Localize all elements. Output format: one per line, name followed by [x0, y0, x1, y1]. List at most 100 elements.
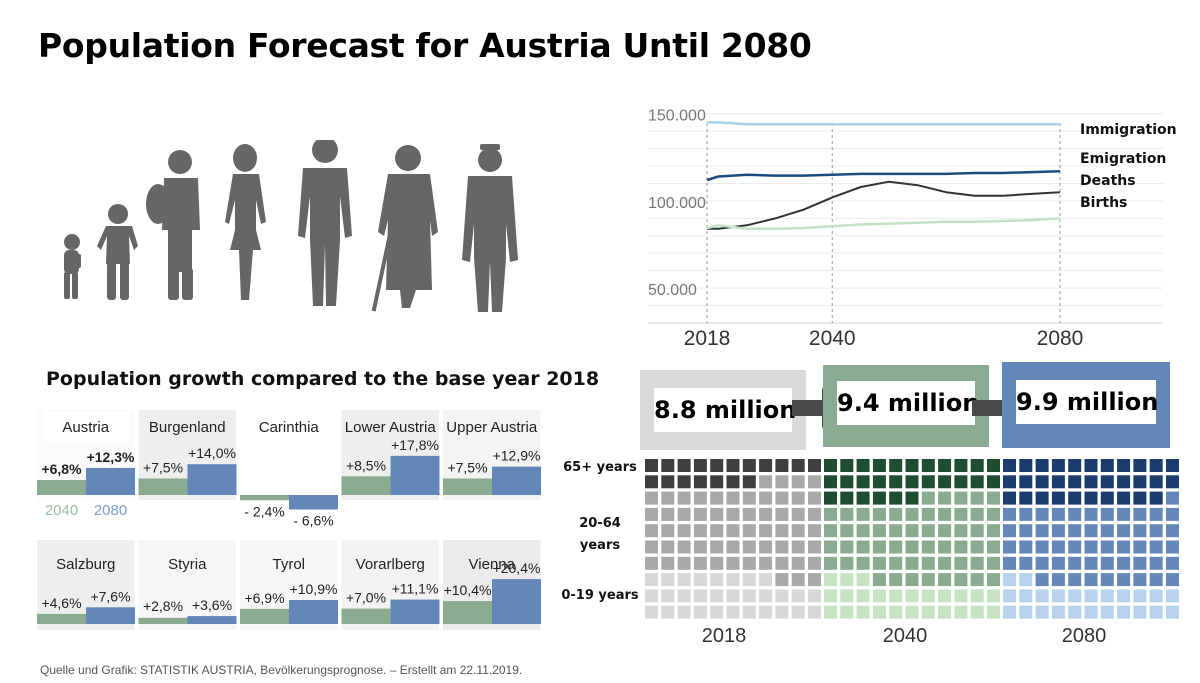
waffle-cell [808, 540, 821, 554]
waffle-cell [1166, 459, 1179, 472]
waffle-year-2040: 2040 [882, 625, 928, 647]
waffle-cell [1133, 605, 1147, 619]
waffle-cell [1003, 540, 1016, 554]
waffle-cell [710, 540, 724, 554]
waffle-cell [921, 507, 935, 521]
waffle-cell [791, 589, 805, 603]
waffle-cell [954, 491, 968, 505]
waffle-cell [791, 459, 805, 472]
waffle-cell [1084, 491, 1098, 505]
waffle-cell [1051, 556, 1065, 570]
waffle-cell [1084, 556, 1098, 570]
waffle-cell [954, 605, 968, 619]
waffle-cell [1117, 491, 1131, 505]
waffle-cell [987, 475, 1000, 489]
waffle-cell [954, 459, 968, 472]
value-label-2040: +7,5% [447, 460, 487, 476]
waffle-cell [824, 589, 837, 603]
waffle-cell [1084, 475, 1098, 489]
waffle-cell [987, 556, 1000, 570]
waffle-cell [808, 573, 821, 587]
waffle-cell [856, 459, 870, 472]
waffle-cell [1117, 507, 1131, 521]
waffle-cell [645, 491, 658, 505]
waffle-cell [726, 556, 740, 570]
waffle-cell [938, 605, 952, 619]
waffle-cell [742, 556, 756, 570]
waffle-cell [742, 540, 756, 554]
waffle-cell [1100, 524, 1114, 538]
age-structure-waffles: 65+ years 20-64 years 0-19 years 2018 20… [560, 455, 1180, 655]
waffle-cell [1019, 573, 1033, 587]
waffle-cell [921, 491, 935, 505]
waffle-cell [759, 540, 773, 554]
value-label-2080: - 6,6% [293, 513, 333, 529]
waffle-2018 [645, 459, 821, 619]
region-name: Tyrol [272, 556, 305, 573]
baby-silhouette-icon [64, 234, 81, 299]
waffle-cell [661, 475, 675, 489]
waffle-cell [1003, 491, 1016, 505]
waffle-cell [742, 573, 756, 587]
value-label-2040: +7,0% [346, 590, 386, 606]
migration-line-chart: 2018 2040 2080 150.000 100.000 50.000 [648, 108, 1163, 350]
age-label-0-19: 0-19 years [561, 588, 639, 603]
bar-2080 [390, 599, 440, 624]
legend-2040: 2040 [45, 502, 78, 519]
region-vorarlberg: Vorarlberg +7,0% +11,1% [341, 540, 440, 630]
total-2018: 8.8 million [654, 388, 796, 432]
x-tick-label: 2080 [1037, 327, 1084, 350]
waffle-cell [1051, 475, 1065, 489]
waffle-cell [808, 589, 821, 603]
waffle-cell [1035, 573, 1049, 587]
waffle-cell [645, 459, 658, 472]
region-name: Salzburg [56, 556, 115, 573]
region-name: Austria [62, 419, 109, 436]
bar-2040 [37, 613, 86, 624]
value-label-2040: +4,6% [41, 595, 81, 611]
waffle-cell [1100, 589, 1114, 603]
waffle-cell [661, 573, 675, 587]
waffle-grid [645, 459, 1179, 619]
waffle-cell [905, 507, 919, 521]
waffle-cell [661, 459, 675, 472]
waffle-cell [1068, 589, 1082, 603]
child-silhouette-icon [97, 204, 138, 300]
waffle-cell [1166, 605, 1179, 619]
waffle-cell [677, 605, 691, 619]
waffle-cell [791, 491, 805, 505]
waffle-cell [872, 540, 886, 554]
waffle-cell [1100, 475, 1114, 489]
waffle-cell [1166, 475, 1179, 489]
waffle-cell [808, 459, 821, 472]
waffle-cell [1019, 491, 1033, 505]
value-label-2040: +6,9% [244, 590, 284, 606]
waffle-cell [905, 573, 919, 587]
waffle-cell [987, 589, 1000, 603]
bar-2080 [492, 466, 541, 495]
value-label-2080: +17,8% [391, 437, 439, 453]
waffle-cell [1051, 589, 1065, 603]
bar-2080 [86, 467, 135, 495]
waffle-cell [1133, 459, 1147, 472]
value-label-2080: +14,0% [188, 445, 236, 461]
waffle-cell [856, 524, 870, 538]
waffle-cell [1068, 491, 1082, 505]
waffle-cell [791, 605, 805, 619]
region-austria: Austria +6,8% +12,3% 2040 2080 [37, 410, 135, 519]
waffle-cell [1117, 605, 1131, 619]
waffle-cell [970, 605, 984, 619]
waffle-cell [872, 459, 886, 472]
waffle-cell [970, 573, 984, 587]
waffle-cell [1149, 573, 1163, 587]
legend-births: Births [1080, 195, 1128, 211]
waffle-cell [775, 589, 789, 603]
waffle-cell [856, 540, 870, 554]
waffle-cell [905, 491, 919, 505]
waffle-cell [1084, 507, 1098, 521]
waffle-cell [742, 507, 756, 521]
waffle-cell [872, 605, 886, 619]
waffle-cell [1133, 556, 1147, 570]
waffle-cell [710, 459, 724, 472]
waffle-cell [938, 491, 952, 505]
